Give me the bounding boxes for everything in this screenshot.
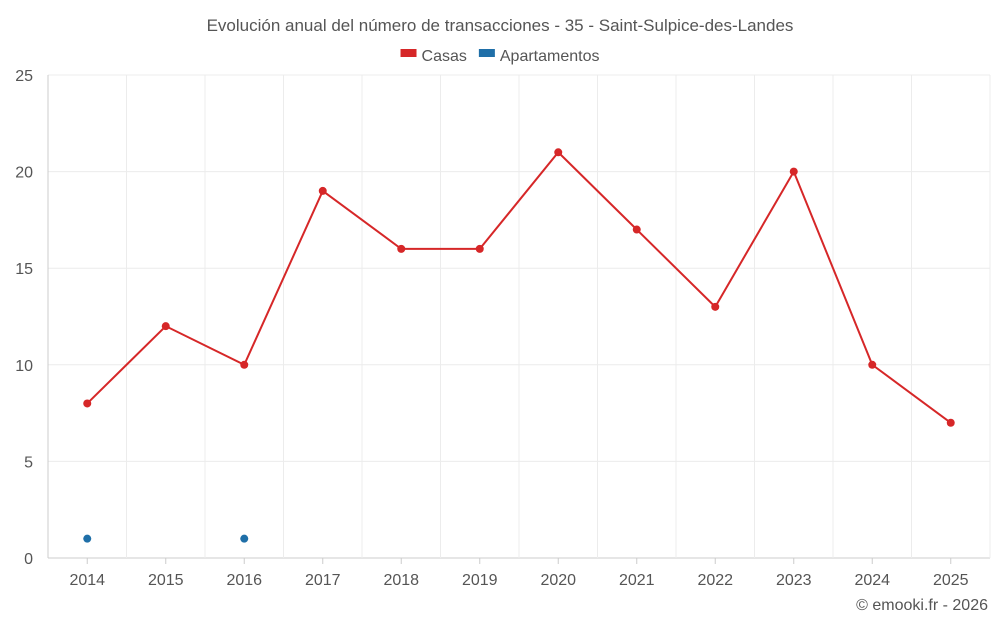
data-point-casas[interactable]: [789, 167, 798, 176]
y-tick-label: 20: [15, 165, 33, 182]
series-layer: [83, 148, 955, 543]
data-point-casas[interactable]: [161, 322, 170, 331]
y-tick-label: 5: [24, 454, 33, 471]
y-tick-label: 10: [15, 358, 33, 375]
y-tick-label: 15: [15, 261, 33, 278]
legend-item-casas[interactable]: Casas: [400, 48, 467, 65]
legend: Casas Apartamentos: [400, 48, 600, 65]
series-line-casas: [86, 150, 952, 424]
data-point-casas[interactable]: [397, 244, 406, 253]
chart-title: Evolución anual del número de transaccio…: [207, 16, 794, 35]
x-tick-label: 2020: [540, 572, 576, 589]
data-point-casas[interactable]: [868, 360, 877, 369]
x-tick-label: 2024: [854, 572, 890, 589]
x-tick-label: 2021: [619, 572, 655, 589]
x-tick-label: 2014: [69, 572, 105, 589]
x-tick-label: 2022: [697, 572, 733, 589]
data-point-apartamentos[interactable]: [240, 534, 249, 543]
data-point-apartamentos[interactable]: [83, 534, 92, 543]
legend-swatch: [400, 49, 417, 57]
x-tick-label: 2018: [383, 572, 419, 589]
grid: [47, 74, 991, 559]
legend-item-apartamentos[interactable]: Apartamentos: [478, 48, 600, 65]
data-point-casas[interactable]: [946, 418, 955, 427]
legend-label: Casas: [422, 48, 467, 65]
y-tick-label: 25: [15, 68, 33, 85]
credit-text: © emooki.fr - 2026: [856, 597, 988, 614]
x-tick-label: 2019: [462, 572, 498, 589]
x-tick-label: 2017: [305, 572, 341, 589]
data-point-casas[interactable]: [632, 225, 641, 234]
y-tick-label: 0: [24, 551, 33, 568]
data-point-casas[interactable]: [83, 399, 92, 408]
data-point-casas[interactable]: [240, 360, 249, 369]
x-tick-label: 2015: [148, 572, 184, 589]
x-tick-label: 2016: [226, 572, 262, 589]
x-axis: 2014 2015 2016 2017 2018 2019 2020 2021 2022 2023…: [69, 558, 969, 589]
legend-label: Apartamentos: [500, 48, 600, 65]
data-point-casas[interactable]: [318, 186, 327, 195]
data-point-casas[interactable]: [475, 244, 484, 253]
data-point-casas[interactable]: [711, 302, 720, 311]
legend-swatch: [478, 49, 495, 57]
data-point-casas[interactable]: [554, 148, 563, 157]
x-tick-label: 2023: [776, 572, 812, 589]
y-axis: 0 5 10 15 20 25: [15, 68, 33, 568]
x-tick-label: 2025: [933, 572, 969, 589]
